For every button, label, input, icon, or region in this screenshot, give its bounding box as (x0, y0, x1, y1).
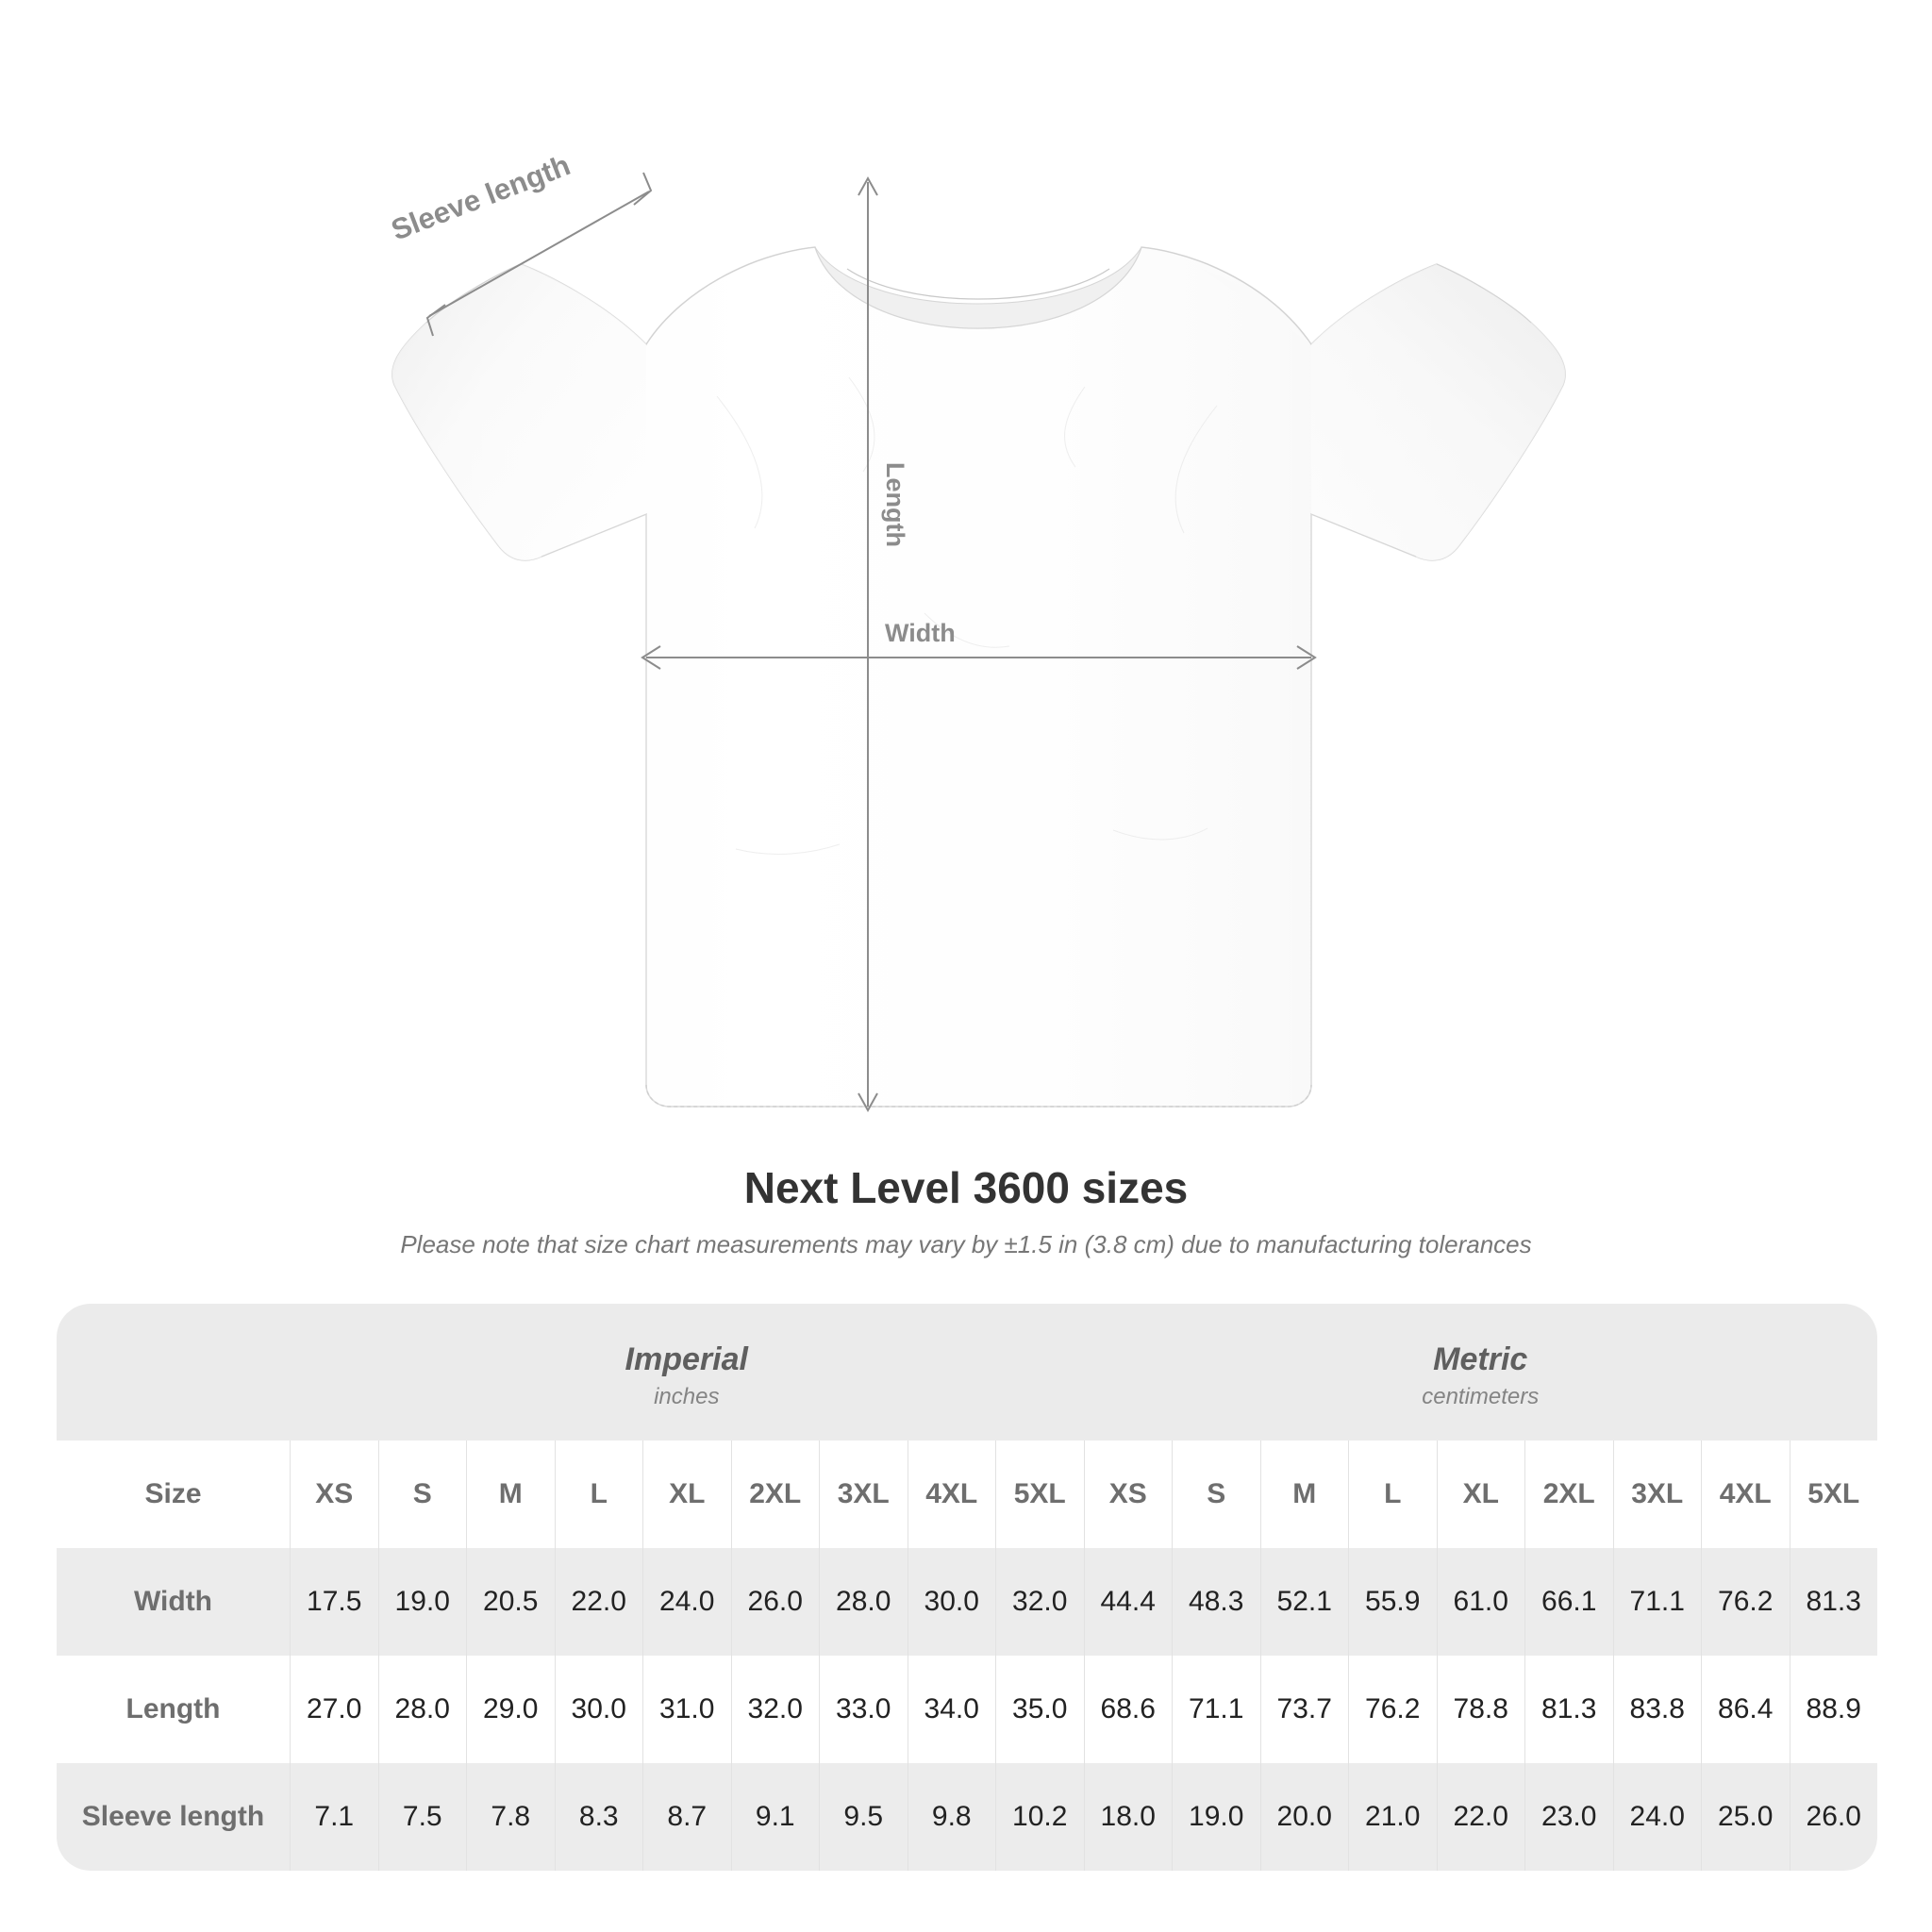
svg-text:Width: Width (885, 619, 956, 647)
svg-text:Sleeve length: Sleeve length (387, 148, 575, 246)
svg-text:Length: Length (881, 462, 909, 547)
